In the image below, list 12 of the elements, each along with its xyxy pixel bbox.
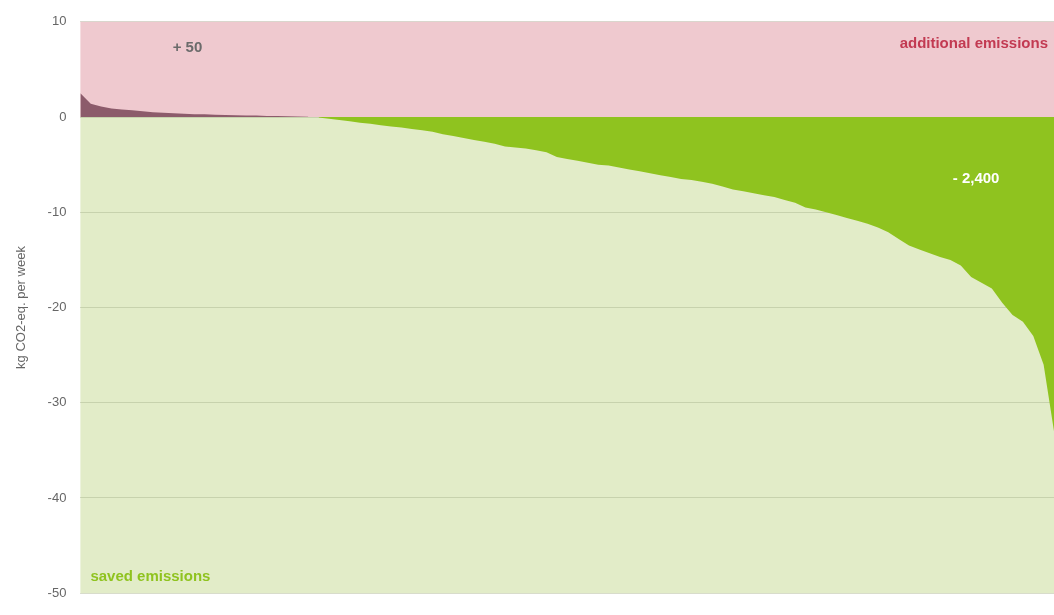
y-tick-label: 10 <box>51 13 67 29</box>
y-tick-label: -40 <box>47 489 67 505</box>
annotation: + 50 <box>172 37 203 55</box>
y-tick-label: -50 <box>47 584 67 600</box>
y-tick-label: -20 <box>47 299 67 315</box>
band-label: saved emissions <box>90 567 211 585</box>
annotation: - 2,400 <box>952 169 1000 187</box>
y-axis-title: kg CO2-eq. per week <box>13 245 29 369</box>
y-tick-label: -10 <box>47 203 67 219</box>
y-tick-label: -30 <box>47 394 67 410</box>
y-tick-label: 0 <box>59 108 67 124</box>
band-label: additional emissions <box>899 33 1048 51</box>
